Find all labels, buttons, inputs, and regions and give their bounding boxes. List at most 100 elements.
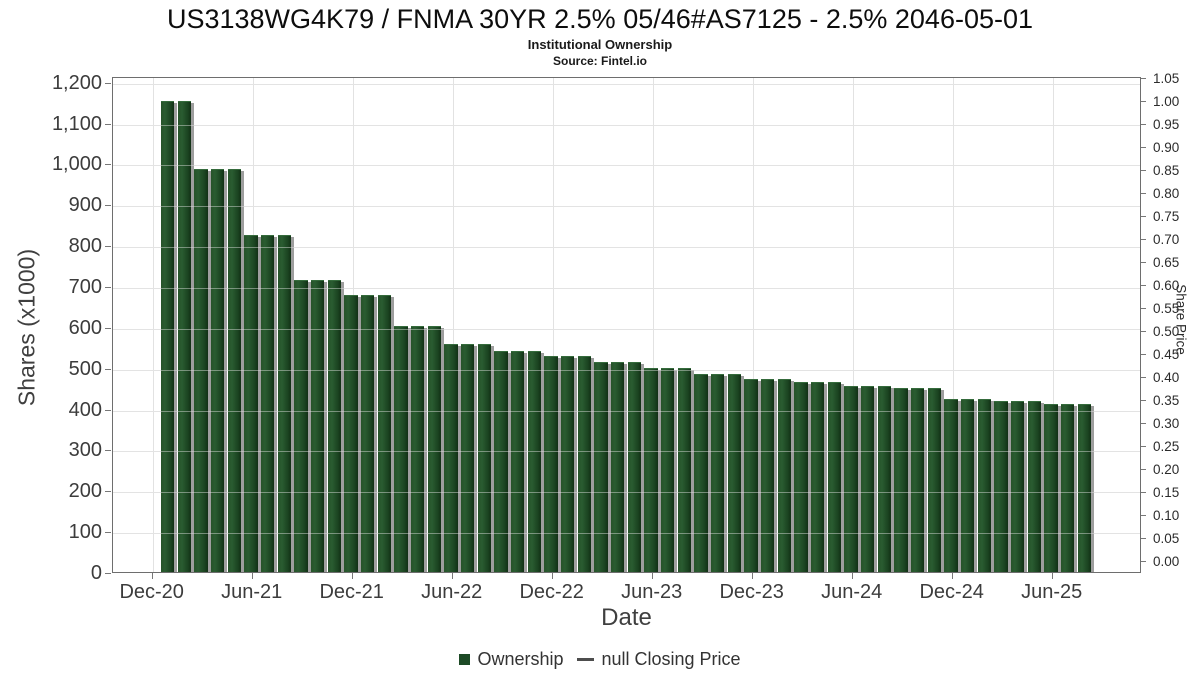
ownership-bar[interactable] [344,294,358,572]
y-left-tick-label: 400 [68,398,102,421]
y-right-tick-mark [1141,262,1146,263]
ownership-bar[interactable] [977,399,992,572]
ownership-bar[interactable] [261,235,275,572]
ownership-bar[interactable] [627,362,642,572]
y-left-tick-label: 200 [68,480,102,503]
ownership-bar[interactable] [927,388,942,572]
ownership-bar[interactable] [227,169,242,572]
y-left-tick-mark [105,532,111,534]
ownership-bar[interactable] [794,381,808,572]
ownership-bar[interactable] [311,280,325,572]
ownership-bar[interactable] [394,325,408,572]
y-right-tick-mark [1141,239,1146,240]
ownership-bar[interactable] [727,374,742,572]
ownership-bar[interactable] [994,400,1008,572]
x-tick-label: Dec-23 [719,581,784,603]
ownership-bar[interactable] [294,280,308,572]
gridline-horizontal [113,328,1140,330]
ownership-bar[interactable] [1077,403,1092,572]
y-right-tick-mark [1141,101,1146,102]
legend-ownership-label: Ownership [477,648,564,669]
ownership-bar[interactable] [677,368,692,572]
y-right-tick-label: 0.35 [1153,393,1180,408]
ownership-bar[interactable] [544,355,558,572]
ownership-bar[interactable] [1027,400,1042,572]
legend-item-ownership[interactable]: Ownership [459,649,563,670]
y-left-tick-label: 500 [68,357,102,380]
y-right-tick-label: 0.50 [1153,324,1180,339]
ownership-bar[interactable] [244,235,258,572]
ownership-bar[interactable] [477,343,492,572]
ownership-bar[interactable] [494,350,508,572]
ownership-bar[interactable] [611,362,625,572]
y-right-tick-label: 0.45 [1153,347,1180,362]
gridline-horizontal [113,287,1140,289]
ownership-bar[interactable] [194,169,208,572]
ownership-bar[interactable] [427,325,442,572]
x-tick-mark [851,573,853,579]
ownership-bar[interactable] [511,350,525,572]
ownership-bar[interactable] [411,325,425,572]
gridline-horizontal [113,492,1140,494]
gridline-overlay [113,287,1140,289]
ownership-bar[interactable] [327,280,342,572]
ownership-bar[interactable] [211,169,225,572]
ownership-bar[interactable] [661,368,675,572]
gridline-overlay [113,533,1140,535]
ownership-bar[interactable] [877,385,892,572]
legend-item-closing-price[interactable]: null Closing Price [563,649,741,670]
gridline-overlay [113,206,1140,208]
ownership-bar[interactable] [594,362,608,572]
y-right-tick-label: 0.10 [1153,508,1180,523]
ownership-bar[interactable] [444,343,458,572]
ownership-bar[interactable] [911,388,925,572]
y-right-tick-mark [1141,354,1146,355]
ownership-bar[interactable] [861,385,875,572]
x-tick-mark [651,573,653,579]
y-right-tick-label: 0.15 [1153,485,1180,500]
y-left-tick-mark [105,327,111,329]
chart-source: Source: Fintel.io [552,54,647,68]
y-right-tick-label: 0.65 [1153,255,1180,270]
ownership-bar[interactable] [177,100,192,572]
ownership-bar[interactable] [461,343,475,572]
ownership-bar[interactable] [644,368,658,572]
gridline-vertical [752,78,754,572]
gridline-horizontal [113,451,1140,453]
ownership-bar[interactable] [527,350,542,572]
ownership-bar[interactable] [1044,403,1058,572]
ownership-bar[interactable] [1011,400,1025,572]
ownership-bar[interactable] [811,381,825,572]
x-axis-title: Date [601,604,652,631]
ownership-bar[interactable] [694,374,708,572]
ownership-bar[interactable] [277,235,292,572]
ownership-bar[interactable] [377,294,392,572]
y-right-tick-mark [1141,285,1146,286]
ownership-bar[interactable] [711,374,725,572]
gridline-horizontal [113,83,1140,85]
chart-subtitle: Institutional Ownership [527,37,673,52]
y-right-tick-mark [1141,492,1146,493]
ownership-bar[interactable] [894,388,908,572]
y-left-tick-label: 700 [68,275,102,298]
ownership-bar[interactable] [827,381,842,572]
ownership-bar[interactable] [561,355,575,572]
y-right-tick-mark [1141,469,1146,470]
gridline-overlay [113,83,1140,85]
y-right-tick-mark [1141,423,1146,424]
ownership-bar[interactable] [744,379,758,572]
ownership-bar[interactable] [944,399,958,572]
y-right-tick-mark [1141,331,1146,332]
y-left-tick-mark [105,286,111,288]
ownership-bar[interactable] [577,355,592,572]
ownership-bar[interactable] [761,379,775,572]
ownership-bar[interactable] [777,379,792,572]
ownership-bar[interactable] [1061,403,1075,572]
gridline-horizontal [113,247,1140,249]
ownership-bar[interactable] [844,385,858,572]
ownership-bar[interactable] [961,399,975,572]
y-right-tick-label: 0.00 [1153,554,1180,569]
ownership-bar[interactable] [161,100,175,572]
ownership-bar[interactable] [361,294,375,572]
gridline-horizontal [113,165,1140,167]
